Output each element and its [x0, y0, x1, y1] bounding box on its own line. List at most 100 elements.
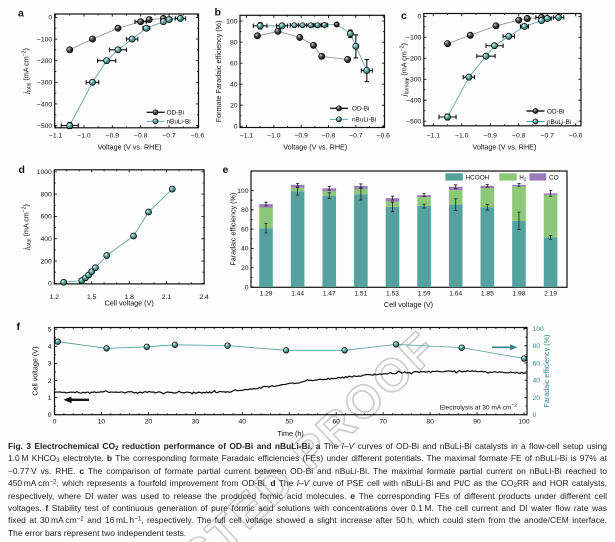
svg-text:0: 0: [234, 124, 238, 131]
svg-text:Electrolysis at 30 mA cm−2: Electrolysis at 30 mA cm−2: [440, 402, 518, 411]
svg-text:1000: 1000: [37, 169, 52, 176]
svg-text:−0.6: −0.6: [569, 132, 583, 139]
svg-text:60: 60: [533, 360, 541, 367]
svg-text:80: 80: [426, 419, 434, 426]
svg-text:600: 600: [40, 214, 52, 221]
svg-text:Time (h): Time (h): [277, 429, 304, 438]
svg-text:1.98: 1.98: [513, 290, 526, 297]
svg-text:−1.1: −1.1: [427, 132, 441, 139]
svg-text:2.1: 2.1: [162, 294, 172, 301]
svg-text:−500: −500: [37, 123, 53, 130]
svg-text:−300: −300: [37, 80, 53, 87]
svg-text:0: 0: [48, 15, 52, 22]
svg-text:nBuLi-Bi: nBuLi-Bi: [167, 119, 191, 126]
svg-text:−0.8: −0.8: [134, 133, 148, 140]
svg-text:−100: −100: [406, 35, 422, 42]
svg-text:b: b: [215, 6, 221, 18]
svg-text:−1.0: −1.0: [77, 133, 91, 140]
svg-text:0: 0: [533, 412, 537, 419]
svg-text:−500: −500: [406, 119, 422, 126]
svg-text:−1.0: −1.0: [267, 133, 281, 140]
svg-text:1.51: 1.51: [354, 290, 367, 297]
svg-text:1: 1: [48, 395, 52, 402]
svg-text:20: 20: [533, 395, 541, 402]
svg-text:−200: −200: [37, 58, 53, 65]
svg-text:−0.7: −0.7: [162, 133, 176, 140]
svg-text:−400: −400: [37, 101, 53, 108]
svg-text:0: 0: [245, 284, 249, 291]
svg-text:1.85: 1.85: [481, 290, 494, 297]
svg-text:Cell voltage (V): Cell voltage (V): [105, 298, 154, 307]
svg-text:800: 800: [40, 191, 52, 198]
svg-text:60: 60: [230, 60, 238, 67]
svg-text:60: 60: [241, 226, 249, 233]
svg-text:0: 0: [53, 419, 57, 426]
svg-text:−200: −200: [406, 56, 422, 63]
svg-text:Formate Faradaic efficiency (%: Formate Faradaic efficiency (%): [214, 21, 223, 123]
svg-text:60: 60: [332, 419, 340, 426]
svg-text:20: 20: [230, 103, 238, 110]
svg-text:0: 0: [48, 281, 52, 288]
svg-text:4: 4: [48, 344, 52, 351]
svg-text:2: 2: [48, 378, 52, 385]
svg-text:100: 100: [518, 419, 530, 426]
svg-text:40: 40: [230, 82, 238, 89]
svg-text:HCOOH: HCOOH: [466, 175, 490, 182]
svg-text:1.59: 1.59: [418, 290, 431, 297]
svg-text:3: 3: [48, 361, 52, 368]
svg-text:5: 5: [48, 327, 52, 334]
svg-text:jtotal (mA cm−2): jtotal (mA cm−2): [22, 48, 33, 95]
svg-text:20: 20: [145, 419, 153, 426]
svg-text:0: 0: [418, 14, 422, 21]
svg-text:−400: −400: [406, 98, 422, 105]
svg-text:−100: −100: [37, 36, 53, 43]
svg-text:d: d: [19, 164, 25, 176]
svg-text:1.29: 1.29: [260, 290, 273, 297]
svg-text:40: 40: [239, 419, 247, 426]
svg-text:e: e: [223, 164, 229, 176]
svg-text:20: 20: [241, 265, 249, 272]
svg-text:1.64: 1.64: [449, 290, 462, 297]
svg-text:nBuLi-Bi: nBuLi-Bi: [547, 119, 571, 126]
svg-text:−1.0: −1.0: [455, 132, 469, 139]
svg-text:80: 80: [241, 207, 249, 214]
svg-text:1.8: 1.8: [124, 294, 134, 301]
svg-text:1.53: 1.53: [386, 290, 399, 297]
svg-text:400: 400: [40, 236, 52, 243]
svg-text:50: 50: [285, 419, 293, 426]
svg-text:−0.9: −0.9: [106, 133, 120, 140]
svg-text:Voltage (V vs. RHE): Voltage (V vs. RHE): [98, 143, 162, 152]
svg-text:c: c: [401, 10, 407, 22]
svg-text:90: 90: [473, 419, 481, 426]
svg-text:−1.1: −1.1: [240, 133, 254, 140]
svg-text:40: 40: [533, 378, 541, 385]
svg-text:−0.9: −0.9: [294, 133, 308, 140]
svg-text:200: 200: [40, 258, 52, 265]
svg-text:1.44: 1.44: [291, 290, 304, 297]
svg-text:Voltage (V vs. RHE): Voltage (V vs. RHE): [472, 143, 536, 152]
svg-text:100: 100: [237, 188, 249, 195]
svg-text:H2: H2: [519, 175, 527, 182]
svg-text:CO: CO: [549, 175, 559, 182]
svg-text:jtotal (mA cm−2): jtotal (mA cm−2): [22, 204, 33, 251]
svg-text:100: 100: [533, 326, 545, 333]
svg-text:1.2: 1.2: [50, 294, 60, 301]
svg-text:0: 0: [48, 412, 52, 419]
svg-text:70: 70: [379, 419, 387, 426]
svg-text:−0.7: −0.7: [541, 132, 555, 139]
svg-text:−0.8: −0.8: [512, 132, 526, 139]
svg-text:jformate (mA cm−2): jformate (mA cm−2): [400, 43, 411, 97]
svg-text:10: 10: [98, 419, 106, 426]
svg-text:f: f: [17, 321, 21, 333]
svg-text:OD-Bi: OD-Bi: [352, 106, 369, 113]
svg-text:40: 40: [241, 246, 249, 253]
svg-text:−0.6: −0.6: [191, 133, 205, 140]
svg-text:Cell voltage (V): Cell voltage (V): [384, 300, 433, 309]
svg-text:2.4: 2.4: [199, 294, 209, 301]
svg-text:−1.1: −1.1: [49, 133, 63, 140]
svg-text:−300: −300: [406, 77, 422, 84]
svg-text:80: 80: [533, 343, 541, 350]
svg-text:1.47: 1.47: [323, 290, 336, 297]
svg-text:2.19: 2.19: [544, 290, 557, 297]
svg-text:a: a: [18, 8, 24, 20]
